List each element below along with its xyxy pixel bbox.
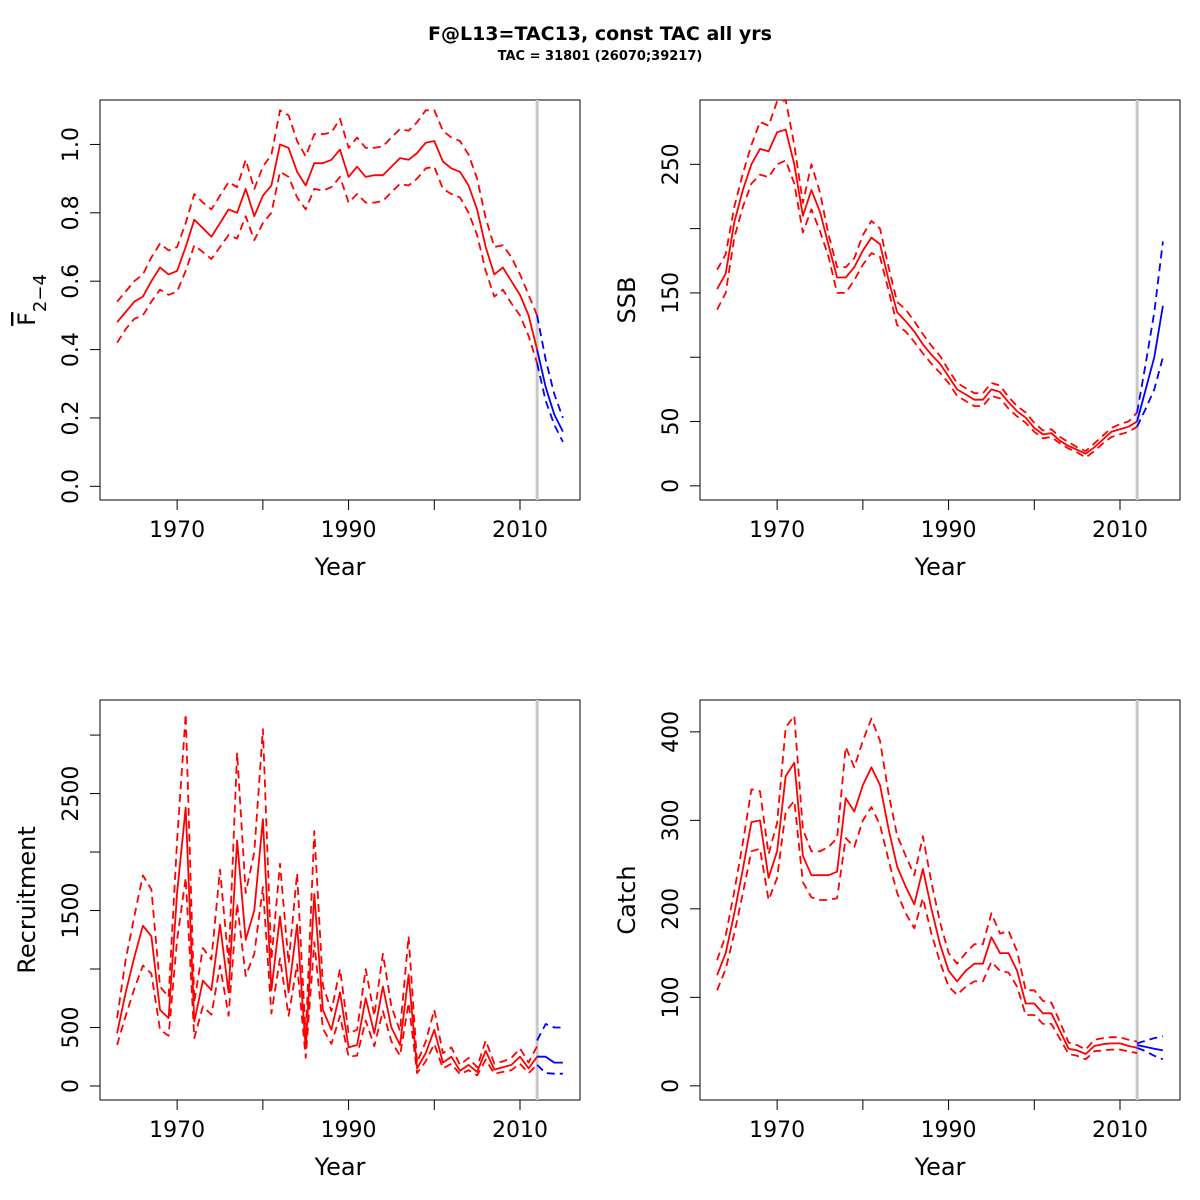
x-tick-label: 1990 <box>921 1118 977 1143</box>
x-axis: 1970 1990 2010 <box>749 1100 1148 1143</box>
x-tick-label: 1970 <box>749 518 805 543</box>
projection-ci-line <box>536 362 564 443</box>
x-axis: 1970 1990 2010 <box>749 500 1148 543</box>
y-axis-label-subscript: 2−4 <box>30 274 51 312</box>
y-axis-label: Catch <box>613 865 641 934</box>
historical-ci-line <box>116 109 538 316</box>
y-axis-label-base: F <box>13 312 41 326</box>
projection-ci-line <box>1136 1035 1164 1045</box>
x-tick-label: 1970 <box>149 518 205 543</box>
y-tick-label: 0.2 <box>59 400 84 435</box>
y-axis-label: F2−4 <box>13 274 51 326</box>
y-tick-label: 150 <box>659 272 684 314</box>
projection-ci-line <box>1136 356 1164 428</box>
y-tick-label: 0 <box>59 1079 84 1093</box>
projection-ci-line <box>536 315 564 419</box>
projection-ci-line <box>536 1023 563 1041</box>
y-axis: 0.0 0.2 0.4 0.6 0.8 1.0 <box>59 127 100 504</box>
historical-median-line <box>116 140 538 350</box>
y-tick-label: 250 <box>659 143 684 185</box>
y-tick-label: 1.0 <box>59 127 84 162</box>
x-tick-label: 2010 <box>1092 518 1148 543</box>
historical-ci-line <box>116 165 538 364</box>
historical-ci-line <box>716 715 1138 1051</box>
y-tick-label: 0 <box>659 479 684 493</box>
y-tick-label: 0.0 <box>59 469 84 504</box>
x-axis: 1970 1990 2010 <box>149 500 548 543</box>
historical-median-line <box>716 128 1138 455</box>
historical-median-line <box>716 761 1138 1055</box>
x-axis-label: Year <box>314 1153 366 1181</box>
y-axis: 0 500 1500 2500 <box>59 734 100 1093</box>
projection-ci-line <box>1136 1046 1164 1061</box>
y-tick-label: 1500 <box>59 883 84 939</box>
y-tick-label: 0.6 <box>59 264 84 299</box>
y-tick-label: 400 <box>659 711 684 753</box>
x-axis-label: Year <box>914 1153 966 1181</box>
x-axis-label: Year <box>314 553 366 581</box>
projection-median-line <box>537 1055 563 1064</box>
y-axis: 0 100 200 300 400 <box>659 711 700 1093</box>
y-axis-label: Recruitment <box>13 826 41 973</box>
projection-median-line <box>1136 305 1164 422</box>
recruitment-panel: 1970 1990 2010 Year 0 500 1500 2500 Recruitment <box>13 699 581 1181</box>
x-axis-label: Year <box>914 553 966 581</box>
x-tick-label: 2010 <box>1092 1118 1148 1143</box>
y-tick-label: 2500 <box>59 766 84 822</box>
projection-ci-line <box>1136 241 1164 413</box>
historical-ci-line <box>116 713 538 1069</box>
historical-median-line <box>116 806 538 1073</box>
x-tick-label: 1970 <box>149 1118 205 1143</box>
x-tick-label: 2010 <box>492 518 548 543</box>
projection-median-line <box>1136 1044 1164 1052</box>
y-axis: 0 50 150 250 <box>659 143 700 493</box>
y-tick-label: 500 <box>59 1006 84 1048</box>
ssb-panel: 1970 1990 2010 Year 0 50 150 250 SSB <box>613 99 1181 581</box>
f-panel: 1970 1990 2010 Year 0.0 0.2 0.4 0.6 0.8 1.0 F2−4 <box>13 99 581 581</box>
x-tick-label: 1970 <box>749 1118 805 1143</box>
y-tick-label: 0.4 <box>59 332 84 367</box>
historical-ci-line <box>116 876 538 1077</box>
y-tick-label: 50 <box>659 408 684 436</box>
y-tick-label: 0.8 <box>59 195 84 230</box>
figure-subtitle: TAC = 31801 (26070;39217) <box>498 49 703 64</box>
y-axis-label: SSB <box>613 277 641 324</box>
y-tick-label: 200 <box>659 888 684 930</box>
plot-frame <box>99 99 581 501</box>
x-tick-label: 2010 <box>492 1118 548 1143</box>
y-tick-label: 0 <box>659 1079 684 1093</box>
plot-frame <box>99 699 581 1101</box>
y-tick-label: 100 <box>659 976 684 1018</box>
y-tick-label: 300 <box>659 799 684 841</box>
projection-ci-line <box>536 1064 563 1075</box>
x-tick-label: 1990 <box>321 518 377 543</box>
projection-median-line <box>536 349 564 433</box>
x-axis: 1970 1990 2010 <box>149 1100 548 1143</box>
x-tick-label: 1990 <box>921 518 977 543</box>
historical-ci-line <box>716 800 1138 1061</box>
x-tick-label: 1990 <box>321 1118 377 1143</box>
figure-title: F@L13=TAC13, const TAC all yrs <box>428 23 772 45</box>
plot-frame <box>699 99 1181 501</box>
plot-frame <box>699 699 1181 1101</box>
historical-ci-line <box>716 159 1138 459</box>
catch-panel: 1970 1990 2010 Year 0 100 200 300 400 Catch <box>613 699 1181 1181</box>
